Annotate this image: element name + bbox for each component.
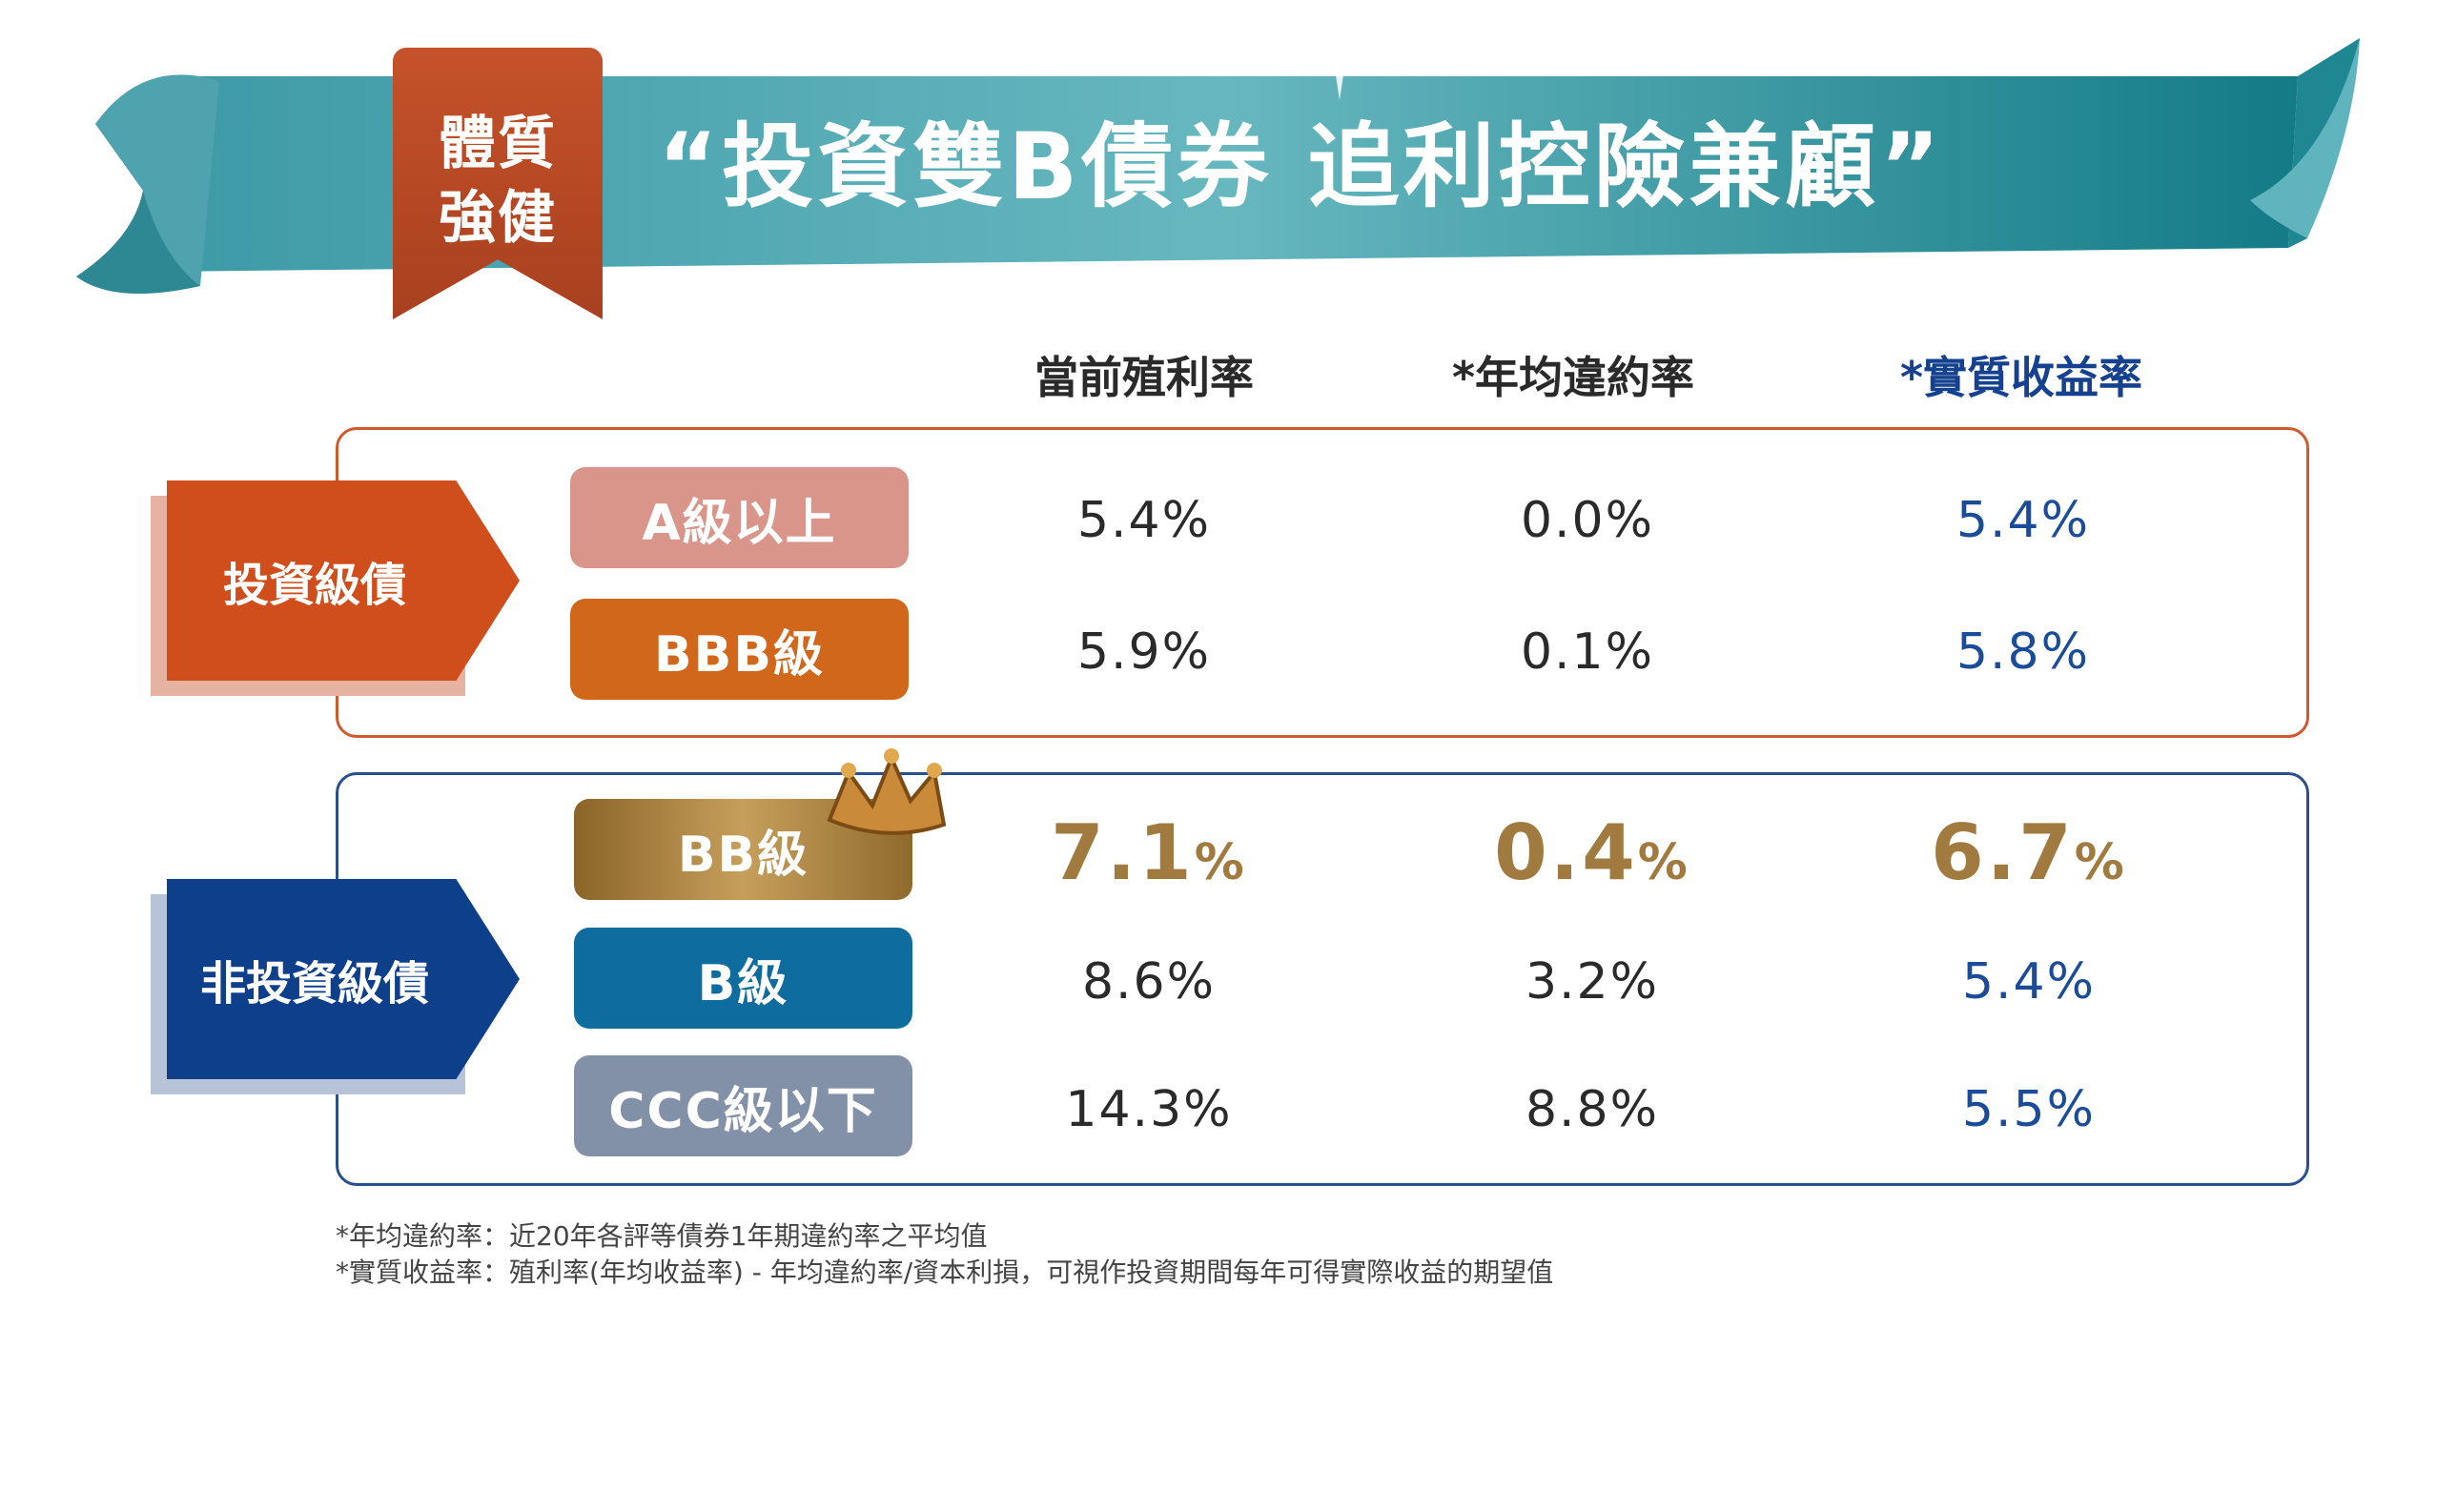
category-investment-grade: 投資級債: [167, 480, 520, 681]
grade-b: B級: [574, 928, 912, 1029]
footnote-real-yield: *實質收益率：殖利率(年均收益率) - 年均違約率/資本利損，可視作投資期間每年…: [336, 1257, 1554, 1288]
grade-ccc-and-below: CCC級以下: [574, 1055, 912, 1156]
crown-icon: [827, 748, 947, 835]
value-yield: 14.3%: [1065, 1081, 1233, 1138]
value-real-yield: 5.4%: [1955, 492, 2091, 549]
value-real-yield-highlight: 6.7%: [1829, 808, 2229, 897]
grade-bb: BB級: [574, 799, 912, 900]
category-high-yield: 非投資級債: [167, 879, 520, 1079]
value-yield-highlight: 7.1%: [949, 808, 1349, 897]
tag-line-1: 體質: [439, 111, 557, 177]
value-yield: 5.4%: [1076, 492, 1212, 549]
category-label: 非投資級債: [199, 957, 429, 1011]
value-yield: 5.9%: [1076, 623, 1212, 681]
tag-line-2: 強健: [439, 185, 557, 252]
column-header-real-yield: *實質收益率: [1899, 352, 2143, 403]
value-percent: %: [1194, 834, 1247, 891]
value-real-yield: 5.8%: [1955, 623, 2091, 681]
banner-title: “投資雙B債券 追利控險兼顧”: [658, 113, 1944, 220]
category-label: 投資級債: [222, 559, 406, 612]
value-default: 8.8%: [1525, 1081, 1660, 1138]
value-default: 3.2%: [1525, 953, 1660, 1011]
value-default-highlight: 0.4%: [1392, 808, 1792, 897]
value-percent: %: [2074, 834, 2127, 891]
sparkle-icon: [1297, 14, 1382, 100]
banner-ribbon: [76, 14, 2360, 294]
column-header-yield: 當前殖利率: [1034, 352, 1254, 403]
value-default: 0.1%: [1520, 623, 1655, 681]
value-default: 0.0%: [1520, 492, 1655, 549]
footnote-default-rate: *年均違約率：近20年各評等債券1年期違約率之平均值: [336, 1220, 988, 1252]
column-header-default: *年均違約率: [1451, 352, 1695, 403]
value-number: 7.1: [1051, 808, 1195, 897]
grade-bbb: BBB級: [570, 599, 909, 700]
value-real-yield: 5.4%: [1961, 953, 2097, 1011]
value-percent: %: [1637, 834, 1690, 891]
value-number: 6.7: [1931, 808, 2075, 897]
value-yield: 8.6%: [1081, 953, 1217, 1011]
grade-a-and-above: A級以上: [570, 467, 909, 568]
value-number: 0.4: [1494, 808, 1638, 897]
value-real-yield: 5.5%: [1961, 1081, 2097, 1138]
